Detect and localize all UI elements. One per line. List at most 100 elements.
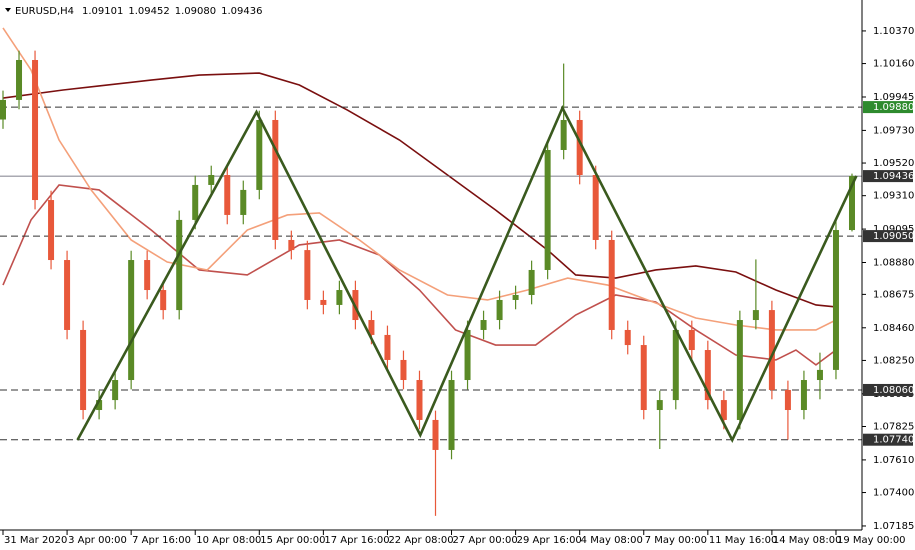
level-label: 1.09050 [873, 231, 914, 242]
candle-body [736, 320, 743, 420]
y-tick-label: 1.08460 [873, 323, 914, 334]
candle-body [176, 219, 183, 311]
candle-body [800, 380, 807, 411]
candle-body [448, 380, 455, 450]
candle-body [368, 320, 375, 335]
level-tag [863, 101, 913, 114]
x-tick-label: 10 Apr 08:00 [196, 535, 261, 546]
y-tick-label: 1.08250 [873, 355, 914, 366]
candle-body [48, 200, 55, 261]
level-tag [863, 383, 913, 396]
moving-average [2, 72, 837, 308]
x-tick-label: 14 May 08:00 [773, 535, 842, 546]
x-tick-label: 31 Mar 2020 [4, 535, 67, 546]
y-tick-label: 1.08880 [873, 258, 914, 269]
candle-body [528, 269, 535, 295]
candle-body [272, 119, 279, 240]
header-value: 1.09436 [221, 6, 262, 17]
candle-body [752, 310, 759, 321]
y-tick-label: 1.07610 [873, 455, 914, 466]
menu-triangle[interactable] [5, 8, 11, 12]
level-label: 1.08060 [873, 385, 914, 396]
candle-body [208, 175, 215, 185]
candle-body [672, 329, 679, 401]
candle-body [144, 260, 151, 291]
candle-body [224, 175, 231, 215]
candle-body [16, 59, 23, 100]
y-tick-label: 1.07400 [873, 488, 914, 499]
candle-body [560, 119, 567, 150]
y-tick-label: 1.07185 [873, 521, 914, 532]
chart-title: EURUSD,H4 [15, 6, 74, 17]
moving-average [2, 184, 837, 366]
candle-body [656, 400, 663, 411]
candle-body [624, 329, 631, 346]
candle-body [192, 184, 199, 220]
y-tick-label: 1.09095 [873, 224, 914, 235]
candle-body [496, 299, 503, 321]
candle-body [160, 290, 167, 311]
level-tag [863, 433, 913, 446]
x-tick-label: 22 Apr 08:00 [388, 535, 453, 546]
header-value: 1.09080 [175, 6, 216, 17]
candle-body [240, 189, 247, 215]
candle-body [768, 310, 775, 390]
plot-area [0, 27, 862, 516]
x-tick-label: 11 May 16:00 [709, 535, 778, 546]
x-tick-label: 4 May 08:00 [581, 535, 643, 546]
x-tick-label: 19 May 00:00 [837, 535, 906, 546]
moving-average [2, 27, 837, 331]
candle-body [320, 299, 327, 305]
candle-body [704, 350, 711, 401]
pattern-line [76, 104, 858, 443]
y-tick-label: 1.09945 [873, 92, 914, 103]
candle-body [400, 359, 407, 381]
y-tick-label: 1.09730 [873, 125, 914, 136]
x-tick-label: 7 May 00:00 [645, 535, 707, 546]
candle-body [128, 260, 135, 381]
candle-body [0, 99, 6, 120]
y-tick-label: 1.10160 [873, 59, 914, 70]
candle-body [80, 329, 87, 411]
candle-body [96, 400, 103, 411]
candle-body [384, 334, 391, 360]
level-tag [863, 170, 913, 183]
candle-body [848, 176, 855, 231]
level-label: 1.07740 [873, 435, 914, 446]
candle-body [640, 345, 647, 411]
level-tag [863, 230, 913, 243]
y-tick-label: 1.09310 [873, 191, 914, 202]
level-label: 1.09436 [873, 171, 914, 182]
y-tick-label: 1.07825 [873, 421, 914, 432]
candle-body [576, 119, 583, 176]
candle-body [288, 239, 295, 251]
candle-body [464, 329, 471, 381]
candle-body [416, 380, 423, 420]
x-tick-label: 7 Apr 16:00 [132, 535, 191, 546]
y-tick-label: 1.08675 [873, 289, 914, 300]
candle-body [432, 419, 439, 450]
candle-body [32, 59, 39, 201]
x-tick-label: 15 Apr 00:00 [260, 535, 325, 546]
candle-body [336, 290, 343, 305]
x-tick-label: 17 Apr 16:00 [324, 535, 389, 546]
y-tick-label: 1.09520 [873, 158, 914, 169]
candle-body [64, 260, 71, 330]
candle-body [608, 239, 615, 330]
candle-body [592, 175, 599, 240]
candle-body [112, 380, 119, 401]
header-value: 1.09101 [82, 6, 123, 17]
header-value: 1.09452 [128, 6, 169, 17]
candle-body [688, 329, 695, 351]
candle-body [720, 400, 727, 420]
candle-body [512, 294, 519, 300]
candle-body [832, 230, 839, 370]
x-tick-label: 3 Apr 00:00 [68, 535, 127, 546]
candle-body [480, 320, 487, 330]
level-label: 1.09880 [873, 102, 914, 113]
x-tick-label: 29 Apr 16:00 [517, 535, 582, 546]
x-tick-label: 27 Apr 00:00 [453, 535, 518, 546]
